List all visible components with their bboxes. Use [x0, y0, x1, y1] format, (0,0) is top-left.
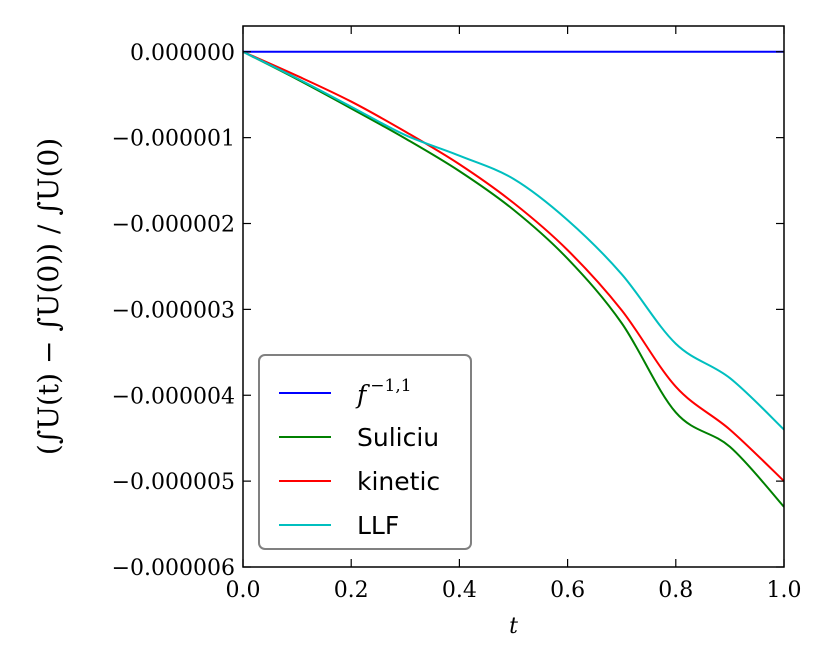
x-tick-label: 1.0 [767, 578, 802, 603]
y-tick-label: −0.000002 [112, 213, 235, 238]
legend-label-base: f [355, 380, 370, 409]
legend: f −1,1 Suliciu kinetic LLF [258, 354, 472, 550]
y-tick-label: 0.000000 [130, 41, 235, 66]
legend-label: Suliciu [357, 423, 439, 452]
series-line-llf [243, 50, 784, 431]
y-tick-label: −0.000006 [112, 556, 235, 581]
x-tick-label: 0.0 [226, 578, 261, 603]
x-axis-label: t [509, 614, 518, 639]
plot-area [243, 50, 784, 508]
y-axis: 0.000000 −0.000001 −0.000002 −0.000003 −0.00… [112, 41, 784, 581]
x-axis: 0.0 0.2 0.4 0.6 0.8 1.0 [226, 26, 802, 603]
x-tick-label: 0.4 [442, 578, 477, 603]
legend-box [258, 354, 472, 550]
x-tick-label: 0.8 [658, 578, 693, 603]
series-line-suliciu [243, 50, 784, 508]
legend-label: LLF [357, 511, 399, 540]
legend-label: kinetic [357, 467, 440, 496]
series-line-kinetic [243, 50, 784, 482]
y-tick-label: −0.000005 [112, 470, 235, 495]
x-tick-label: 0.2 [334, 578, 369, 603]
x-tick-label: 0.6 [550, 578, 585, 603]
y-axis-label-group: (∫U(t) − ∫U(0)) / ∫U(0) [32, 138, 65, 455]
y-axis-label: (∫U(t) − ∫U(0)) / ∫U(0) [32, 138, 65, 455]
legend-label: f −1,1 [355, 376, 412, 409]
legend-label-superscript: −1,1 [370, 376, 411, 396]
y-tick-label: −0.000004 [112, 384, 235, 409]
plot-frame [242, 25, 785, 568]
y-tick-label: −0.000003 [112, 298, 235, 323]
y-tick-label: −0.000001 [112, 127, 235, 152]
